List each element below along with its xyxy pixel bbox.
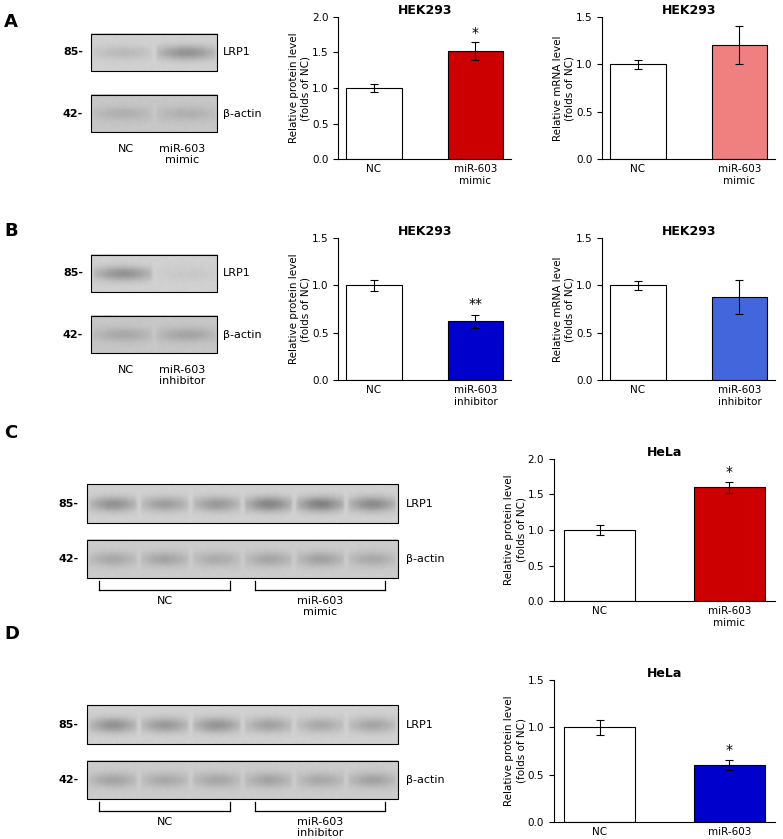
Text: LRP1: LRP1 xyxy=(406,720,433,730)
Text: miR-603
mimic: miR-603 mimic xyxy=(297,596,343,618)
Bar xyxy=(91,255,217,292)
Y-axis label: Relative protein level
(folds of NC): Relative protein level (folds of NC) xyxy=(504,475,526,586)
Text: **: ** xyxy=(468,297,482,311)
Bar xyxy=(87,540,398,578)
Title: HEK293: HEK293 xyxy=(398,4,452,17)
Y-axis label: Relative mRNA level
(folds of NC): Relative mRNA level (folds of NC) xyxy=(553,35,575,141)
Text: *: * xyxy=(726,743,733,757)
Text: D: D xyxy=(4,625,19,643)
Y-axis label: Relative protein level
(folds of NC): Relative protein level (folds of NC) xyxy=(504,696,526,806)
Title: HeLa: HeLa xyxy=(647,667,682,680)
Title: HeLa: HeLa xyxy=(647,446,682,459)
Text: miR-603
inhibitor: miR-603 inhibitor xyxy=(297,816,343,838)
Title: HEK293: HEK293 xyxy=(662,225,716,237)
Bar xyxy=(610,285,666,380)
Bar xyxy=(694,765,765,822)
Title: HEK293: HEK293 xyxy=(398,225,452,237)
Text: NC: NC xyxy=(118,365,135,375)
Text: LRP1: LRP1 xyxy=(223,268,251,279)
Bar xyxy=(712,297,767,380)
Bar xyxy=(694,487,765,602)
Text: 42-: 42- xyxy=(59,555,79,564)
Text: 85-: 85- xyxy=(63,48,83,57)
Text: NC: NC xyxy=(118,143,135,154)
Bar xyxy=(87,484,398,523)
Text: *: * xyxy=(726,465,733,479)
Bar xyxy=(610,65,666,159)
Text: 42-: 42- xyxy=(59,775,79,785)
Bar xyxy=(448,321,503,380)
Text: miR-603
mimic: miR-603 mimic xyxy=(159,143,205,165)
Y-axis label: Relative mRNA level
(folds of NC): Relative mRNA level (folds of NC) xyxy=(553,256,575,362)
Text: 85-: 85- xyxy=(59,498,79,508)
Text: miR-603
inhibitor: miR-603 inhibitor xyxy=(159,365,205,386)
Text: LRP1: LRP1 xyxy=(406,498,433,508)
Text: 42-: 42- xyxy=(63,109,83,118)
Text: β-actin: β-actin xyxy=(223,330,262,340)
Text: NC: NC xyxy=(157,596,172,606)
Text: 85-: 85- xyxy=(59,720,79,730)
Text: NC: NC xyxy=(157,816,172,826)
Text: 42-: 42- xyxy=(63,330,83,340)
Text: B: B xyxy=(4,222,17,240)
Bar xyxy=(91,34,217,71)
Bar xyxy=(564,727,635,822)
Text: LRP1: LRP1 xyxy=(223,48,251,57)
Bar xyxy=(91,316,217,353)
Text: β-actin: β-actin xyxy=(406,775,444,785)
Text: A: A xyxy=(4,13,18,30)
Title: HEK293: HEK293 xyxy=(662,4,716,17)
Y-axis label: Relative protein level
(folds of NC): Relative protein level (folds of NC) xyxy=(289,33,311,143)
Bar xyxy=(564,530,635,602)
Text: β-actin: β-actin xyxy=(406,555,444,564)
Bar xyxy=(448,51,503,159)
Text: β-actin: β-actin xyxy=(223,109,262,118)
Bar xyxy=(346,285,402,380)
Y-axis label: Relative protein level
(folds of NC): Relative protein level (folds of NC) xyxy=(289,253,311,364)
Bar xyxy=(87,761,398,800)
Bar xyxy=(712,45,767,159)
Bar xyxy=(87,706,398,744)
Text: *: * xyxy=(472,25,479,39)
Bar xyxy=(346,88,402,159)
Bar xyxy=(91,95,217,133)
Text: C: C xyxy=(4,424,17,441)
Text: 85-: 85- xyxy=(63,268,83,279)
